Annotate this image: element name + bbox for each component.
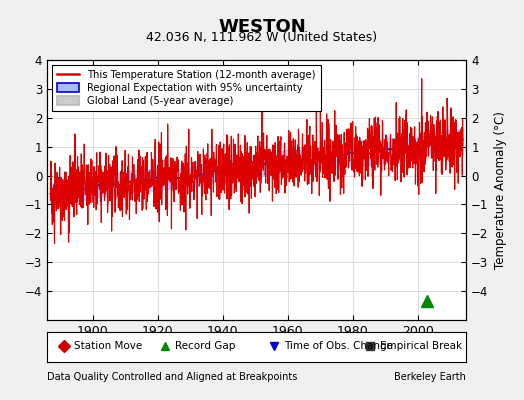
Text: WESTON: WESTON	[218, 18, 306, 36]
Y-axis label: Temperature Anomaly (°C): Temperature Anomaly (°C)	[494, 111, 507, 269]
Legend: This Temperature Station (12-month average), Regional Expectation with 95% uncer: This Temperature Station (12-month avera…	[52, 65, 321, 111]
Text: Data Quality Controlled and Aligned at Breakpoints: Data Quality Controlled and Aligned at B…	[47, 372, 298, 382]
Text: 42.036 N, 111.962 W (United States): 42.036 N, 111.962 W (United States)	[146, 31, 378, 44]
Text: Berkeley Earth: Berkeley Earth	[395, 372, 466, 382]
Text: Station Move: Station Move	[74, 341, 143, 351]
Text: Time of Obs. Change: Time of Obs. Change	[284, 341, 393, 351]
Text: Empirical Break: Empirical Break	[380, 341, 463, 351]
Text: Record Gap: Record Gap	[175, 341, 235, 351]
